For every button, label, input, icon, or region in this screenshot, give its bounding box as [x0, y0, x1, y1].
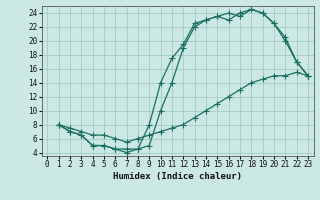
X-axis label: Humidex (Indice chaleur): Humidex (Indice chaleur)	[113, 172, 242, 181]
